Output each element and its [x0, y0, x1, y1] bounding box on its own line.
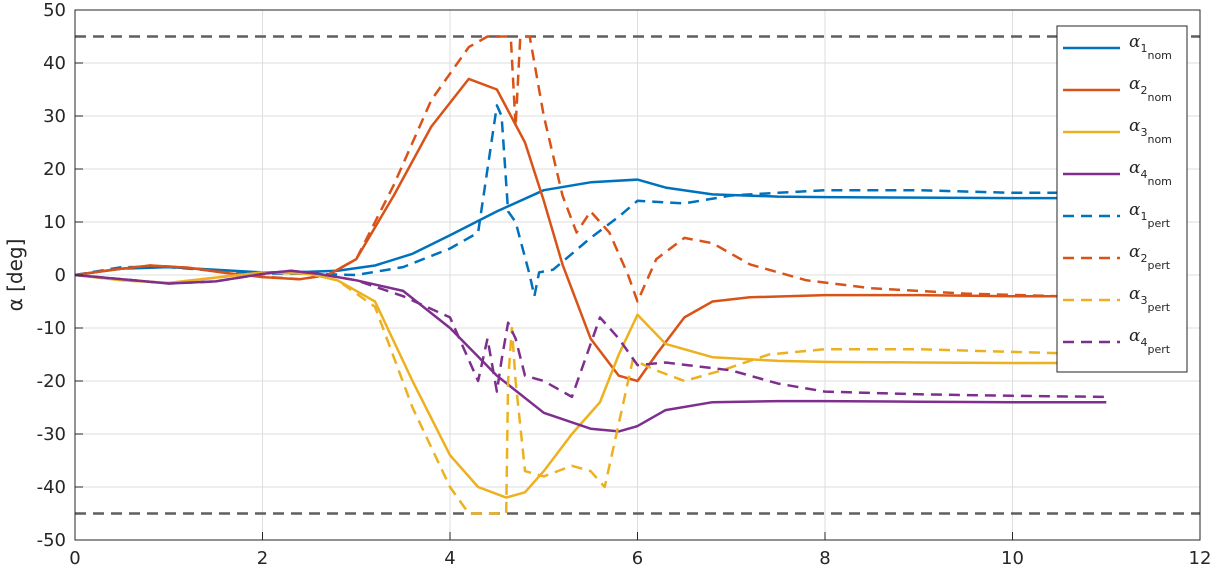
legend-label: α2pert [1129, 242, 1171, 272]
legend-label: α2nom [1129, 74, 1172, 104]
legend-label: α1pert [1129, 200, 1171, 230]
series-line-3-pert [74, 271, 1107, 515]
y-tick-label: 20 [43, 159, 66, 180]
legend-label: α4nom [1129, 158, 1172, 188]
legend: α1nom α2nom α3nom α4nom α1pert α2pert α3pert α4… [1056, 25, 1188, 373]
y-tick-label: 40 [43, 53, 66, 74]
y-tick-label: 10 [43, 212, 66, 233]
y-tick-label: 0 [55, 265, 66, 286]
y-tick-label: -20 [37, 371, 66, 392]
legend-label: α3pert [1129, 284, 1171, 314]
series-line-4-pert [74, 269, 1107, 399]
y-tick-label: -10 [37, 318, 66, 339]
reference-lines [75, 35, 1200, 515]
legend-box [1056, 25, 1188, 373]
series-lines [74, 35, 1107, 515]
x-tick-label: 10 [1001, 548, 1024, 569]
x-tick-label: 0 [69, 548, 80, 569]
x-tick-label: 8 [819, 548, 830, 569]
x-tick-labels: 0 2 4 6 8 10 12 [69, 532, 1211, 569]
series-line-2-pert [74, 35, 1107, 303]
y-axis-label: α [deg] [3, 239, 27, 312]
legend-label: α3nom [1129, 116, 1172, 146]
legend-label: α4pert [1129, 326, 1171, 356]
y-tick-label: 50 [43, 0, 66, 21]
series-line-1-pert [74, 104, 1107, 298]
x-tick-label: 2 [257, 548, 268, 569]
x-tick-label: 4 [444, 548, 455, 569]
y-tick-label: -50 [37, 530, 66, 551]
y-tick-label: -40 [37, 477, 66, 498]
legend-label: α1nom [1129, 32, 1172, 62]
y-tick-label: -30 [37, 424, 66, 445]
series-line-1-nom [74, 178, 1107, 277]
y-tick-labels: -50 -40 -30 -20 -10 0 10 20 30 40 50 [37, 0, 83, 551]
y-tick-label: 30 [43, 106, 66, 127]
x-tick-label: 6 [632, 548, 643, 569]
x-tick-label: 12 [1189, 548, 1212, 569]
